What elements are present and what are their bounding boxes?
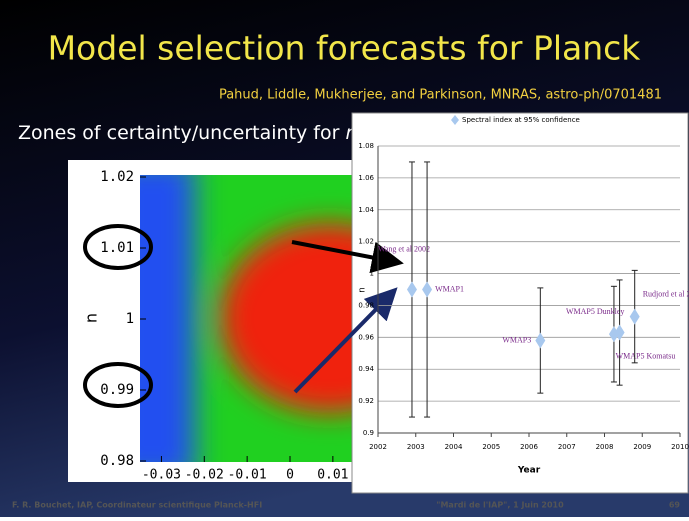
y-tick-label: 0.96 bbox=[358, 333, 374, 341]
y-tick-label: 1.02 bbox=[358, 238, 374, 246]
y-tick-label: 1 bbox=[370, 270, 374, 278]
data-point bbox=[535, 332, 546, 349]
point-label: WMAP1 bbox=[435, 284, 464, 293]
x-tick-label: 2008 bbox=[596, 443, 614, 451]
y-tick-label: 0.92 bbox=[358, 397, 374, 405]
y-tick-label: 1.02 bbox=[100, 169, 134, 185]
x-tick-label: 0 bbox=[286, 468, 294, 483]
y-tick-label: 1.01 bbox=[100, 240, 134, 256]
arrow bbox=[291, 240, 404, 274]
x-tick-label: 2007 bbox=[558, 443, 576, 451]
x-tick-label: 0.01 bbox=[317, 468, 348, 483]
data-point bbox=[406, 281, 417, 298]
x-tick-label: -0.02 bbox=[185, 468, 224, 483]
x-tick-label: 2006 bbox=[520, 443, 538, 451]
point-label: WMAP5 Dunkley bbox=[566, 307, 624, 316]
x-axis-label: Year bbox=[517, 466, 541, 476]
x-tick-label: 2010 bbox=[671, 443, 689, 451]
citation: Pahud, Liddle, Mukherjee, and Parkinson,… bbox=[219, 88, 662, 103]
footer-center: "Mardi de l'IAP", 1 Juin 2010 bbox=[436, 501, 564, 510]
y-axis-label: n bbox=[358, 287, 368, 293]
y-tick-label: 1 bbox=[126, 311, 134, 327]
circle bbox=[83, 224, 153, 270]
footer-page: 69 bbox=[669, 501, 681, 510]
legend-label: Spectral index at 95% confidence bbox=[462, 116, 580, 124]
y-tick-label: 0.98 bbox=[100, 453, 134, 469]
y-tick-label: 1.04 bbox=[358, 206, 374, 214]
y-tick-label: 1.08 bbox=[358, 142, 374, 150]
x-tick-label: 2003 bbox=[407, 443, 425, 451]
y-tick-label: 0.98 bbox=[358, 301, 374, 309]
arrow bbox=[293, 287, 398, 394]
right-panel bbox=[351, 112, 689, 494]
data-point bbox=[629, 308, 640, 325]
x-tick-label: 2005 bbox=[482, 443, 500, 451]
x-tick-label: 2002 bbox=[369, 443, 387, 451]
y-axis-label: n bbox=[82, 313, 101, 323]
y-tick-label: 0.99 bbox=[100, 382, 134, 398]
circle bbox=[83, 362, 153, 408]
point-label: WMAP5 Komatsu bbox=[616, 351, 676, 360]
point-label: Wang et al 2002 bbox=[378, 244, 430, 253]
data-point bbox=[422, 281, 433, 298]
y-tick-label: 0.94 bbox=[358, 365, 374, 373]
x-tick-label: 2004 bbox=[445, 443, 463, 451]
title: Model selection forecasts for Planck bbox=[48, 29, 642, 68]
data-point bbox=[614, 324, 625, 341]
heatmap bbox=[140, 175, 365, 462]
legend-marker bbox=[451, 115, 459, 125]
x-tick-label: -0.01 bbox=[228, 468, 267, 483]
point-label: WMAP3 bbox=[502, 335, 531, 344]
y-tick-label: 1.06 bbox=[358, 174, 374, 182]
x-tick-label: 2009 bbox=[633, 443, 651, 451]
x-tick-label: -0.03 bbox=[142, 468, 181, 483]
subtitle: Zones of certainty/uncertainty for n bbox=[18, 122, 358, 144]
point-label: Rudjord et al 2008 bbox=[643, 289, 689, 298]
y-tick-label: 0.9 bbox=[363, 429, 374, 437]
footer-left: F. R. Bouchet, IAP, Coordinateur scienti… bbox=[12, 501, 262, 510]
subtitle-text: Zones of certainty/uncertainty for bbox=[18, 122, 340, 144]
